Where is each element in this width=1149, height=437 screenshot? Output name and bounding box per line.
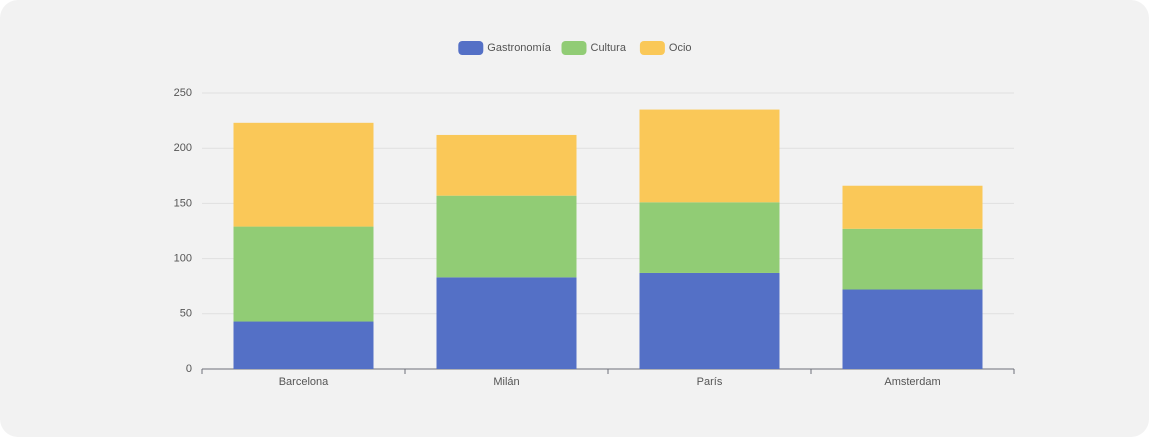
y-tick-label: 50 — [180, 308, 192, 320]
y-tick-label: 150 — [174, 197, 192, 209]
y-tick-label: 250 — [174, 87, 192, 99]
legend-label: Cultura — [591, 42, 627, 54]
y-tick-label: 0 — [186, 363, 192, 375]
x-tick-label: Barcelona — [279, 376, 329, 388]
bar-segment — [639, 272, 780, 369]
bar-segment — [436, 277, 577, 369]
bar-segment — [436, 195, 577, 278]
legend-label: Gastronomía — [487, 42, 551, 54]
x-tick-label: París — [697, 376, 723, 388]
bar-segment — [842, 228, 983, 290]
bar-segment — [842, 185, 983, 229]
legend-swatch — [561, 41, 587, 55]
x-tick-label: Milán — [493, 376, 519, 388]
bar-segment — [233, 122, 374, 227]
bar-segment — [233, 226, 374, 322]
legend-swatch — [458, 41, 484, 55]
legend-swatch — [639, 41, 665, 55]
bar-segment — [436, 134, 577, 196]
bar-segment — [842, 289, 983, 369]
bar-segment — [639, 109, 780, 203]
x-tick-label: Amsterdam — [884, 376, 940, 388]
legend-label: Ocio — [669, 42, 692, 54]
y-tick-label: 200 — [174, 142, 192, 154]
bar-segment — [233, 321, 374, 369]
y-tick-label: 100 — [174, 253, 192, 265]
bar-segment — [639, 202, 780, 273]
